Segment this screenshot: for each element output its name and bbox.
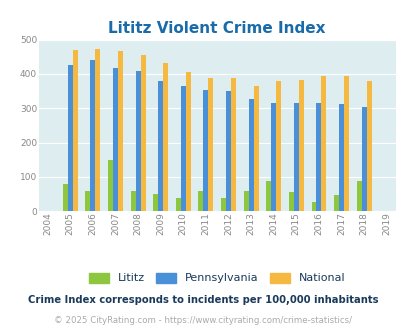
- Bar: [180, 85, 185, 211]
- Bar: [293, 103, 298, 211]
- Bar: [113, 68, 117, 211]
- Bar: [158, 81, 163, 211]
- Bar: [63, 184, 68, 211]
- Bar: [203, 90, 208, 211]
- Bar: [163, 63, 168, 211]
- Bar: [333, 195, 338, 211]
- Bar: [185, 72, 190, 211]
- Bar: [266, 181, 271, 211]
- Bar: [311, 202, 316, 211]
- Bar: [253, 85, 258, 211]
- Bar: [298, 80, 303, 211]
- Bar: [198, 191, 203, 211]
- Bar: [356, 181, 361, 211]
- Bar: [117, 50, 123, 211]
- Bar: [95, 49, 100, 211]
- Bar: [226, 91, 230, 211]
- Bar: [288, 192, 293, 211]
- Bar: [316, 103, 321, 211]
- Bar: [90, 60, 95, 211]
- Bar: [361, 107, 366, 211]
- Title: Lititz Violent Crime Index: Lititz Violent Crime Index: [108, 21, 325, 36]
- Bar: [220, 198, 226, 211]
- Bar: [275, 82, 281, 211]
- Bar: [153, 194, 158, 211]
- Bar: [72, 50, 77, 211]
- Bar: [130, 191, 135, 211]
- Bar: [230, 79, 235, 211]
- Bar: [338, 105, 343, 211]
- Text: © 2025 CityRating.com - https://www.cityrating.com/crime-statistics/: © 2025 CityRating.com - https://www.city…: [54, 316, 351, 325]
- Bar: [321, 76, 326, 211]
- Bar: [208, 79, 213, 211]
- Text: Crime Index corresponds to incidents per 100,000 inhabitants: Crime Index corresponds to incidents per…: [28, 295, 377, 305]
- Bar: [271, 103, 275, 211]
- Bar: [140, 55, 145, 211]
- Bar: [108, 160, 113, 211]
- Bar: [68, 65, 72, 211]
- Bar: [248, 99, 253, 211]
- Bar: [85, 191, 90, 211]
- Bar: [243, 191, 248, 211]
- Bar: [366, 81, 371, 211]
- Bar: [175, 198, 180, 211]
- Legend: Lititz, Pennsylvania, National: Lititz, Pennsylvania, National: [84, 268, 349, 288]
- Bar: [343, 76, 348, 211]
- Bar: [135, 71, 140, 211]
